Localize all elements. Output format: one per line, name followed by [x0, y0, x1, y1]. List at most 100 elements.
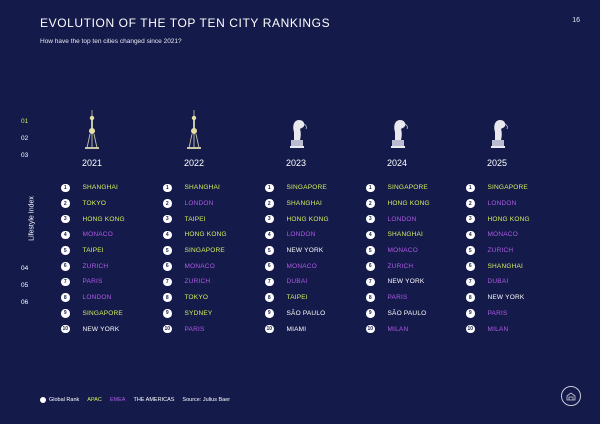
rank-row: 4 LONDON — [265, 227, 365, 243]
city-name: TAIPEI — [184, 215, 206, 223]
rank-row: 3 HONG KONG — [61, 211, 161, 227]
rank-number: 10 — [61, 324, 70, 334]
city-name: TAIPEI — [82, 247, 104, 255]
rank-row: 3 HONG KONG — [265, 211, 365, 227]
rank-number: 2 — [265, 199, 274, 208]
rank-row: 3 TAIPEI — [163, 211, 263, 227]
legend-emea: EMEA — [109, 397, 126, 403]
chapter-link-02[interactable]: 02 — [21, 135, 29, 142]
legend-apac: APAC — [87, 397, 102, 403]
rank-number: 4 — [61, 230, 70, 240]
city-name: LONDON — [487, 200, 517, 208]
rank-list: 1 SHANGHAI 2 LONDON 3 TAIPEI 4 HONG KONG 5 SINGAP… — [163, 180, 263, 337]
rank-number: 3 — [366, 214, 375, 224]
rank-number: 3 — [61, 214, 70, 224]
rank-number: 7 — [61, 277, 70, 287]
rank-number: 5 — [61, 246, 70, 255]
rank-number: 5 — [265, 246, 274, 255]
chapter-link-04[interactable]: 04 — [21, 265, 29, 272]
city-name: NEW YORK — [487, 294, 525, 302]
year-column-2021: 2021 1 SHANGHAI 2 TOKYO 3 HONG KONG 4 MONACO 5 TAI… — [61, 110, 161, 337]
rank-row: 5 SINGAPORE — [163, 243, 263, 259]
year-label: 2022 — [184, 158, 205, 168]
city-name: LONDON — [184, 200, 214, 208]
rank-row: 9 SYDNEY — [163, 306, 263, 322]
rank-number: 10 — [466, 324, 475, 334]
rank-list: 1 SHANGHAI 2 TOKYO 3 HONG KONG 4 MONACO 5 TAIPEI 6… — [61, 180, 161, 337]
legend-americas: THE AMERICAS — [133, 397, 175, 403]
rank-row: 3 HONG KONG — [466, 211, 566, 227]
city-name: SINGAPORE — [184, 247, 225, 255]
year-label: 2024 — [387, 158, 408, 168]
year-label: 2023 — [286, 158, 307, 168]
rank-list: 1 SINGAPORE 2 LONDON 3 HONG KONG 4 MONACO 5 ZURIC… — [466, 180, 566, 337]
rank-row: 8 LONDON — [61, 290, 161, 306]
rank-row: 4 HONG KONG — [163, 227, 263, 243]
home-icon[interactable] — [561, 386, 581, 406]
city-name: HONG KONG — [387, 200, 430, 208]
merlion-icon — [265, 110, 365, 152]
rank-number: 9 — [466, 309, 475, 318]
city-name: SHANGHAI — [184, 184, 221, 192]
page-number: 16 — [572, 17, 580, 24]
legend-source: Source: Julius Baer — [182, 397, 231, 403]
rank-number: 10 — [265, 324, 274, 334]
city-name: HONG KONG — [286, 215, 329, 223]
rank-row: 8 NEW YORK — [466, 290, 566, 306]
city-name: SÃO PAULO — [387, 309, 427, 317]
rank-row: 1 SINGAPORE — [265, 180, 365, 196]
city-name: LONDON — [387, 215, 417, 223]
rank-row: 3 LONDON — [366, 211, 466, 227]
rank-number: 2 — [61, 199, 70, 208]
rank-row: 8 TAIPEI — [265, 290, 365, 306]
chapter-link-01[interactable]: 01 — [21, 118, 29, 125]
rank-row: 2 SHANGHAI — [265, 196, 365, 212]
rank-row: 2 TOKYO — [61, 196, 161, 212]
merlion-icon — [466, 110, 566, 152]
city-name: PARIS — [184, 325, 205, 333]
city-name: PARIS — [82, 278, 103, 286]
rank-number: 6 — [61, 262, 70, 271]
rank-number: 7 — [466, 277, 475, 287]
chapter-link-03[interactable]: 03 — [21, 152, 29, 159]
rank-row: 10 MILAN — [366, 321, 466, 337]
chapter-link-05[interactable]: 05 — [21, 282, 29, 289]
city-name: SYDNEY — [184, 309, 213, 317]
rank-row: 5 NEW YORK — [265, 243, 365, 259]
rank-number: 4 — [366, 230, 375, 240]
rank-number: 8 — [265, 293, 274, 302]
rank-number: 9 — [265, 309, 274, 318]
rank-number: 8 — [163, 293, 172, 302]
city-name: LONDON — [286, 231, 316, 239]
page-subtitle: How have the top ten cities changed sinc… — [40, 38, 182, 45]
rank-number: 1 — [163, 183, 172, 193]
rank-row: 1 SINGAPORE — [366, 180, 466, 196]
city-name: TOKYO — [82, 200, 107, 208]
rank-row: 2 HONG KONG — [366, 196, 466, 212]
global-rank-dot-icon — [40, 397, 46, 403]
city-name: NEW YORK — [82, 325, 120, 333]
year-column-2024: 2024 1 SINGAPORE 2 HONG KONG 3 LONDON 4 SHANGHAI… — [366, 110, 466, 337]
rank-number: 3 — [265, 214, 274, 224]
rank-number: 7 — [163, 277, 172, 287]
city-name: SINGAPORE — [487, 184, 528, 192]
city-name: SHANGHAI — [487, 262, 524, 270]
city-name: SHANGHAI — [82, 184, 119, 192]
rank-number: 1 — [366, 183, 375, 193]
city-name: ZURICH — [487, 247, 514, 255]
legend-global-rank: Global Rank — [49, 397, 80, 403]
rank-row: 6 MONACO — [265, 258, 365, 274]
rank-row: 9 SINGAPORE — [61, 306, 161, 322]
rank-row: 10 MILAN — [466, 321, 566, 337]
city-name: MILAN — [387, 325, 409, 333]
rank-number: 8 — [61, 293, 70, 302]
city-name: MONACO — [286, 262, 317, 270]
rank-number: 6 — [466, 262, 475, 271]
chapter-link-06[interactable]: 06 — [21, 299, 29, 306]
rank-number: 5 — [163, 246, 172, 255]
rank-number: 2 — [163, 199, 172, 208]
legend: Global Rank APAC EMEA THE AMERICAS Sourc… — [40, 397, 238, 403]
city-name: LONDON — [82, 294, 112, 302]
city-name: DUBAI — [487, 278, 509, 286]
rank-row: 7 ZURICH — [163, 274, 263, 290]
